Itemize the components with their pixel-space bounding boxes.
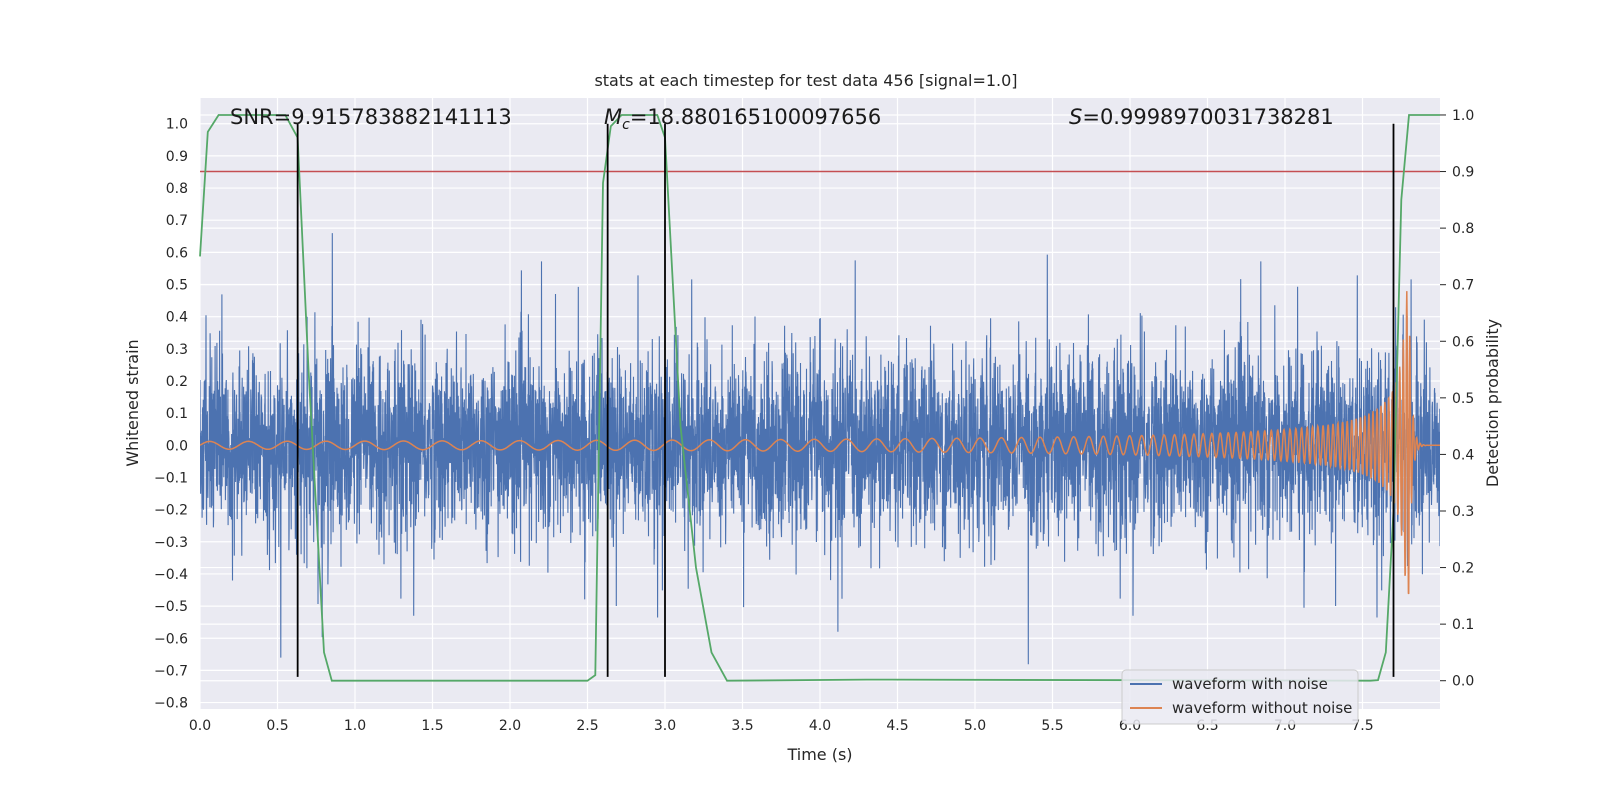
x-tick-label: 2.5 bbox=[576, 718, 598, 734]
x-tick-label: 2.0 bbox=[499, 718, 521, 734]
y-axis-label: Whitened strain bbox=[123, 339, 142, 466]
x-tick-label: 0.0 bbox=[189, 718, 211, 734]
y-right-tick-label: 0.4 bbox=[1452, 447, 1474, 463]
y-right-tick-label: 1.0 bbox=[1452, 108, 1474, 124]
x-tick-label: 3.5 bbox=[731, 718, 753, 734]
annotation-chirp-mass-subscript: c bbox=[622, 117, 630, 133]
series-waveform-without-noise bbox=[200, 291, 1440, 595]
y-tick-label: 1.0 bbox=[166, 117, 188, 133]
y-tick-label: 0.6 bbox=[166, 245, 188, 261]
y-tick-label: −0.5 bbox=[154, 599, 188, 615]
x-tick-label: 4.5 bbox=[886, 718, 908, 734]
y-right-tick-label: 0.9 bbox=[1452, 165, 1474, 181]
legend-label-clean: waveform without noise bbox=[1172, 699, 1352, 717]
annotation-score-value: =0.9998970031738281 bbox=[1082, 105, 1333, 129]
y-tick-label: 0.5 bbox=[166, 278, 188, 294]
y-tick-label: −0.3 bbox=[154, 535, 188, 551]
y-tick-label: −0.8 bbox=[154, 696, 188, 712]
x-tick-label: 5.0 bbox=[964, 718, 986, 734]
x-tick-label: 4.0 bbox=[809, 718, 831, 734]
y-right-axis-label: Detection probability bbox=[1483, 319, 1502, 487]
x-tick-label: 1.5 bbox=[421, 718, 443, 734]
y-tick-label: 0.9 bbox=[166, 149, 188, 165]
y-tick-label: 0.7 bbox=[166, 213, 188, 229]
chart-title: stats at each timestep for test data 456… bbox=[594, 71, 1017, 90]
y-right-tick-label: 0.3 bbox=[1452, 504, 1474, 520]
x-tick-label: 1.0 bbox=[344, 718, 366, 734]
x-tick-label: 0.5 bbox=[266, 718, 288, 734]
y-right-tick-label: 0.6 bbox=[1452, 334, 1474, 350]
y-right-tick-label: 0.7 bbox=[1452, 278, 1474, 294]
y-right-tick-label: 0.5 bbox=[1452, 391, 1474, 407]
y-tick-label: 0.8 bbox=[166, 181, 188, 197]
annotation-score: S=0.9998970031738281 bbox=[1069, 105, 1334, 129]
y-tick-label: 0.2 bbox=[166, 374, 188, 390]
annotation-snr: SNR=9.915783882141113 bbox=[230, 105, 512, 129]
x-tick-label: 5.5 bbox=[1041, 718, 1063, 734]
x-axis-label: Time (s) bbox=[786, 745, 852, 764]
annotation-chirp-mass-symbol: M bbox=[604, 105, 622, 129]
legend: waveform with noise waveform without noi… bbox=[1121, 669, 1359, 725]
y-tick-label: −0.1 bbox=[154, 470, 188, 486]
y-tick-label: −0.6 bbox=[154, 631, 188, 647]
y-tick-label: 0.4 bbox=[166, 310, 188, 326]
y-right-tick-label: 0.2 bbox=[1452, 561, 1474, 577]
annotation-chirp-mass-value: =18.880165100097656 bbox=[630, 105, 881, 129]
legend-label-noise: waveform with noise bbox=[1172, 675, 1328, 693]
y-tick-label: −0.4 bbox=[154, 567, 188, 583]
y-tick-label: −0.7 bbox=[154, 663, 188, 679]
annotation-chirp-mass: Mc=18.880165100097656 bbox=[604, 105, 881, 133]
x-tick-label: 3.0 bbox=[654, 718, 676, 734]
annotation-score-symbol: S bbox=[1069, 105, 1082, 129]
y-right-tick-label: 0.0 bbox=[1452, 674, 1474, 690]
y-tick-label: −0.2 bbox=[154, 503, 188, 519]
y-right-tick-label: 0.8 bbox=[1452, 221, 1474, 237]
y-tick-label: 0.0 bbox=[166, 438, 188, 454]
series-waveform-with-noise bbox=[200, 233, 1440, 665]
y-tick-label: 0.1 bbox=[166, 406, 188, 422]
y-right-tick-label: 0.1 bbox=[1452, 617, 1474, 633]
y-tick-label: 0.3 bbox=[166, 342, 188, 358]
series-detection-probability bbox=[199, 114, 1440, 682]
legend-box bbox=[1121, 669, 1359, 725]
